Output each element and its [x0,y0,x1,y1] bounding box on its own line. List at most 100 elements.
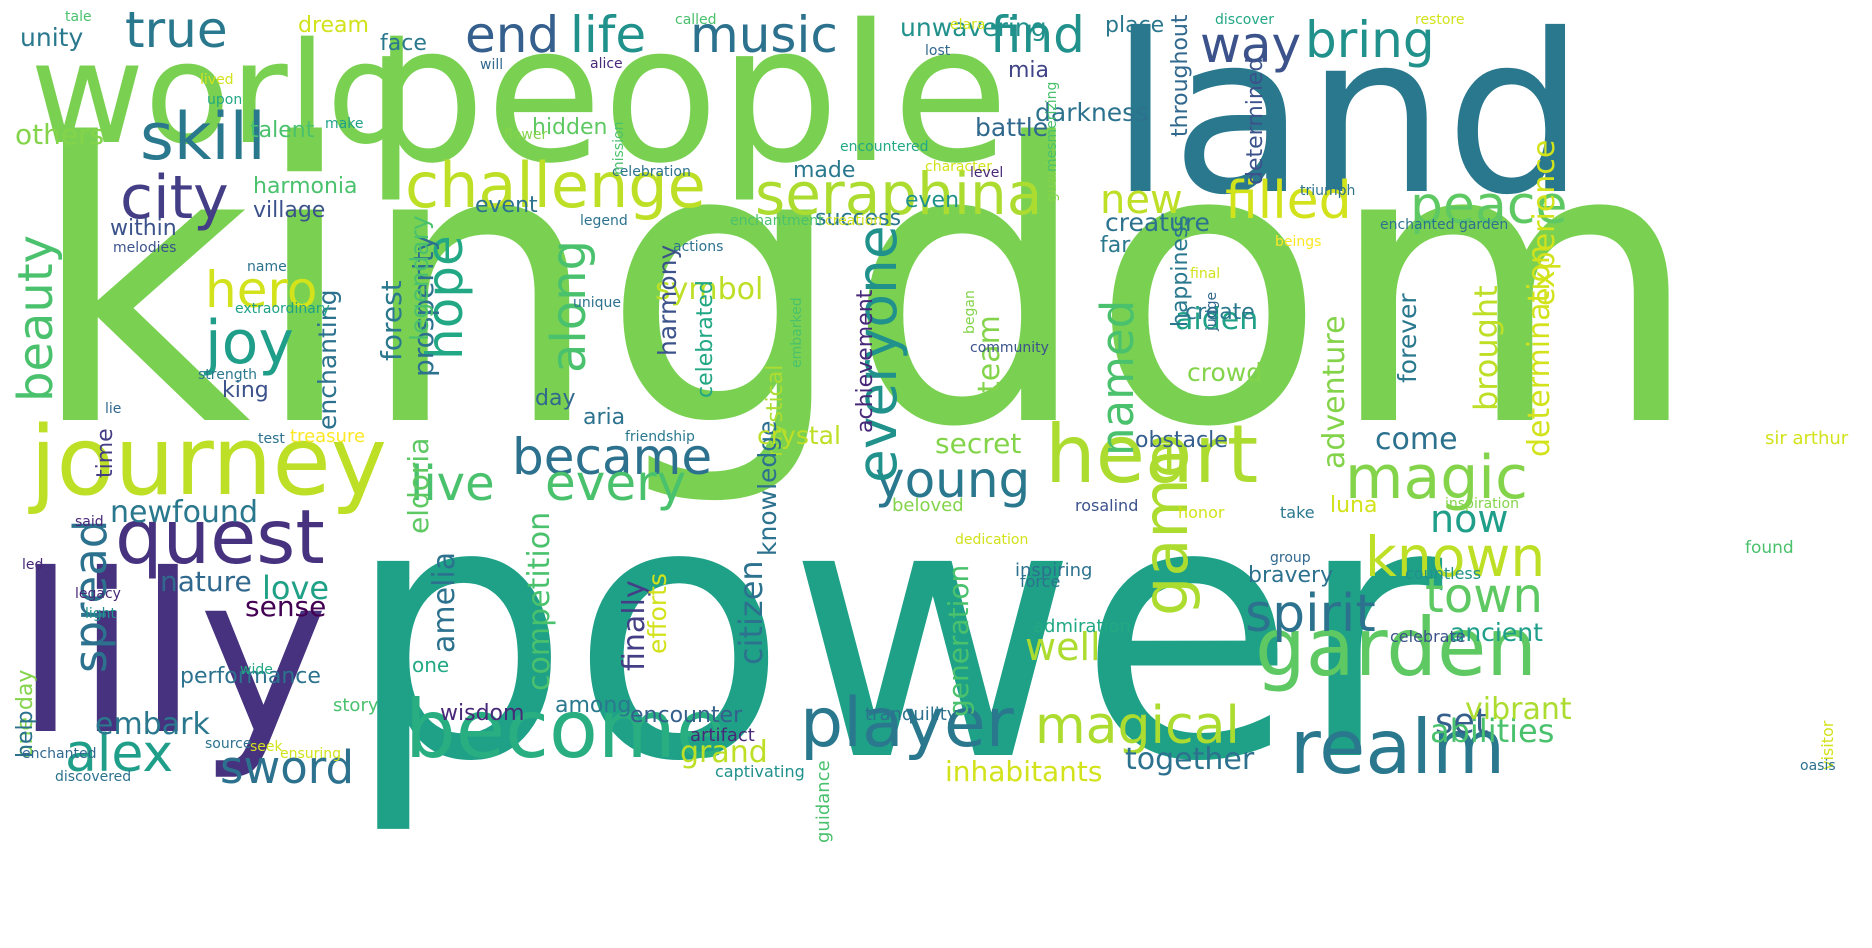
word-now: now [1430,497,1509,541]
word-beings: beings [1275,234,1322,250]
word-dedication: dedication [955,532,1029,548]
word-group: group [1270,550,1311,566]
word-game: game [1129,440,1202,616]
word-enchanted: enchanted [22,746,97,762]
word-mesmerizing: mesmerizing [1044,81,1060,172]
word-ensuring: ensuring [280,746,342,762]
word-true: true [125,1,228,59]
word-one: one [412,653,450,677]
word-king: king [222,378,269,403]
word-city: city [120,163,229,233]
word-restore: restore [1415,12,1465,28]
word-made: made [793,158,856,183]
word-celebrate: celebrate [1390,627,1466,646]
word-determined: determined [1243,57,1268,185]
word-symbol: symbol [655,272,764,307]
word-celebration: celebration [612,164,691,180]
word-among: among [555,693,632,718]
word-end: end [465,6,560,64]
word-level: level [970,165,1004,181]
word-named: named [1091,299,1144,456]
word-newfound: newfound [110,495,258,530]
word-triumph: triumph [1300,183,1356,199]
word-obstacle: obstacle [1135,428,1228,453]
word-treasure: treasure [290,426,366,447]
word-known: known [1365,525,1546,589]
word-inspiration: inspiration [1445,496,1519,512]
word-lived: lived [200,72,234,88]
word-final: final [1190,266,1221,282]
word-battle: battle [975,113,1049,142]
word-eldoria: eldoria [402,437,435,534]
word-way: way [1200,16,1302,74]
word-talent: talent [250,118,315,143]
word-set: set [1435,702,1489,742]
word-player: player [800,684,1014,763]
word-led: led [22,557,44,573]
word-force: force [1020,572,1061,591]
word-called: called [675,12,717,28]
word-guidance: guidance [813,760,834,843]
word-dream: dream [298,13,369,38]
word-seraphina: seraphina [755,160,1043,228]
word-well: well [1025,625,1101,669]
word-seek: seek [250,739,283,755]
word-land: land [1110,0,1586,243]
word-found: found [1745,538,1794,558]
word-extraordinary: extraordinary [235,301,330,317]
word-aiden: aiden [1175,302,1259,337]
word-hidden: hidden [532,115,608,140]
word-joy: joy [205,308,294,378]
word-discover: discover [1215,12,1274,28]
word-captivating: captivating [715,762,805,781]
word-tale: tale [65,9,92,25]
word-aria: aria [583,405,626,430]
word-embarked: embarked [789,297,805,368]
word-amelia: amelia [427,551,462,653]
word-strength: strength [198,367,257,383]
word-encounter: encounter [630,703,743,728]
word-lie: lie [105,401,122,417]
word-bravery: bravery [1248,563,1334,588]
word-spirit: spirit [1245,584,1376,644]
word-will: will [480,57,504,73]
word-become: become [405,683,726,776]
word-mia: mia [1008,58,1050,83]
word-luna: luna [1330,493,1378,518]
word-character: character [925,159,993,175]
word-create: create [1185,300,1255,325]
word-filled: filled [1225,171,1352,231]
word-began: began [962,290,978,334]
word-light: light [85,606,117,622]
word-creation: creation [825,213,883,229]
word-embark: embark [95,707,210,742]
word-harmony: harmony [653,244,682,356]
word-alex: alex [65,724,174,784]
word-beauty: beauty [8,234,64,402]
word-test: test [258,431,285,447]
word-magical: magical [1035,696,1240,756]
word-secret: secret [935,427,1022,460]
word-creature: creature [1105,208,1210,237]
word-world: world [30,13,416,176]
word-enchanted-garden: enchanted garden [1380,217,1509,233]
word-enchantment: enchantment [730,213,824,229]
word-vibrant: vibrant [1465,692,1572,727]
word-happiness: happiness [1168,215,1193,327]
word-said: said [75,514,104,530]
word-story: story [333,695,379,716]
word-realm: realm [1290,703,1506,791]
word-admiration: admiration [1033,616,1131,637]
word-adventure: adventure [1317,315,1352,469]
word-make: make [325,116,364,132]
word-face: face [380,31,427,56]
word-sir-arthur: sir arthur [1765,428,1849,449]
word-success: success [815,206,902,231]
word-inspiring: inspiring [1015,560,1093,581]
word-name: name [247,259,287,275]
word-forever: forever [1393,293,1422,383]
word-upon: upon [207,92,243,108]
word-love: love [262,569,330,607]
word-discovered: discovered [55,769,132,785]
word-actions: actions [673,239,724,255]
